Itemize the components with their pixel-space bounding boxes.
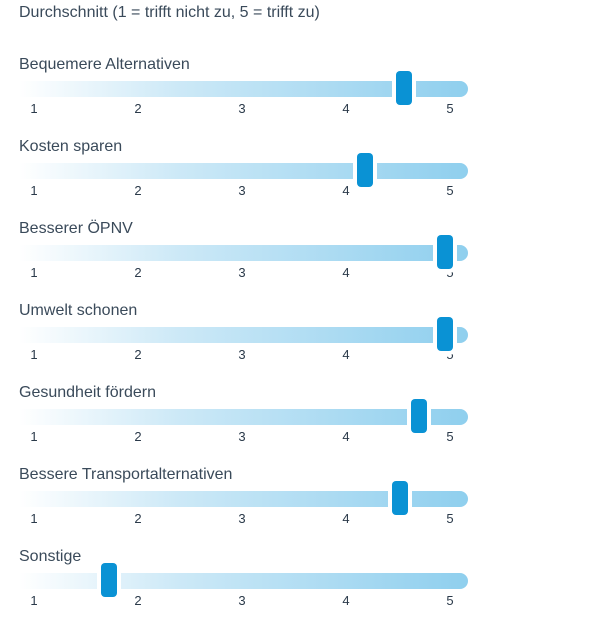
slider-track [19,327,468,343]
tick-label: 5 [446,511,454,526]
category-label: Gesundheit fördern [19,384,156,401]
slider-track [19,573,468,589]
tick-label: 4 [342,183,350,198]
tick-label: 2 [134,101,142,116]
category-label: Bequemere Alternativen [19,56,190,73]
category-label: Bessere Transportalternativen [19,466,233,483]
tick-label: 3 [238,101,246,116]
slider-track [19,163,468,179]
slider-track [19,409,468,425]
value-marker [436,317,453,351]
tick-label: 4 [342,511,350,526]
slider-row: Sonstige 1 2 3 4 5 [0,548,611,630]
value-marker [410,399,427,433]
category-label: Umwelt schonen [19,302,138,319]
tick-label: 1 [30,511,38,526]
tick-label: 5 [446,593,454,608]
value-marker [392,481,409,515]
slider-track [19,491,468,507]
tick-label: 4 [342,347,350,362]
tick-label: 1 [30,265,38,280]
tick-label: 1 [30,101,38,116]
slider-track [19,245,468,261]
tick-label: 2 [134,183,142,198]
value-marker [396,71,413,105]
tick-label: 5 [446,183,454,198]
tick-label: 1 [30,347,38,362]
value-marker [100,563,117,597]
tick-label: 2 [134,593,142,608]
tick-label: 3 [238,511,246,526]
slider-row: Umwelt schonen 1 2 3 4 5 [0,302,611,384]
value-marker [356,153,373,187]
category-label: Kosten sparen [19,138,123,155]
slider-row: Bequemere Alternativen 1 2 3 4 5 [0,56,611,138]
tick-label: 3 [238,183,246,198]
slider-row: Kosten sparen 1 2 3 4 5 [0,138,611,220]
category-label: Sonstige [19,548,82,565]
tick-label: 4 [342,593,350,608]
tick-label: 1 [30,429,38,444]
slider-row: Gesundheit fördern 1 2 3 4 5 [0,384,611,466]
tick-label: 5 [446,265,454,280]
category-label: Besserer ÖPNV [19,220,133,237]
tick-label: 2 [134,347,142,362]
tick-label: 4 [342,429,350,444]
tick-label: 4 [342,265,350,280]
slider-row: Bessere Transportalternativen 1 2 3 4 5 [0,466,611,548]
tick-label: 3 [238,593,246,608]
value-marker [436,235,453,269]
tick-label: 3 [238,429,246,444]
tick-label: 2 [134,511,142,526]
tick-label: 3 [238,265,246,280]
tick-label: 5 [446,347,454,362]
tick-label: 3 [238,347,246,362]
tick-label: 1 [30,183,38,198]
tick-label: 4 [342,101,350,116]
tick-label: 2 [134,429,142,444]
slider-row: Besserer ÖPNV 1 2 3 4 5 [0,220,611,302]
slider-track [19,81,468,97]
chart-subtitle: Durchschnitt (1 = trifft nicht zu, 5 = t… [19,4,320,21]
tick-label: 5 [446,101,454,116]
tick-label: 1 [30,593,38,608]
tick-label: 5 [446,429,454,444]
tick-label: 2 [134,265,142,280]
